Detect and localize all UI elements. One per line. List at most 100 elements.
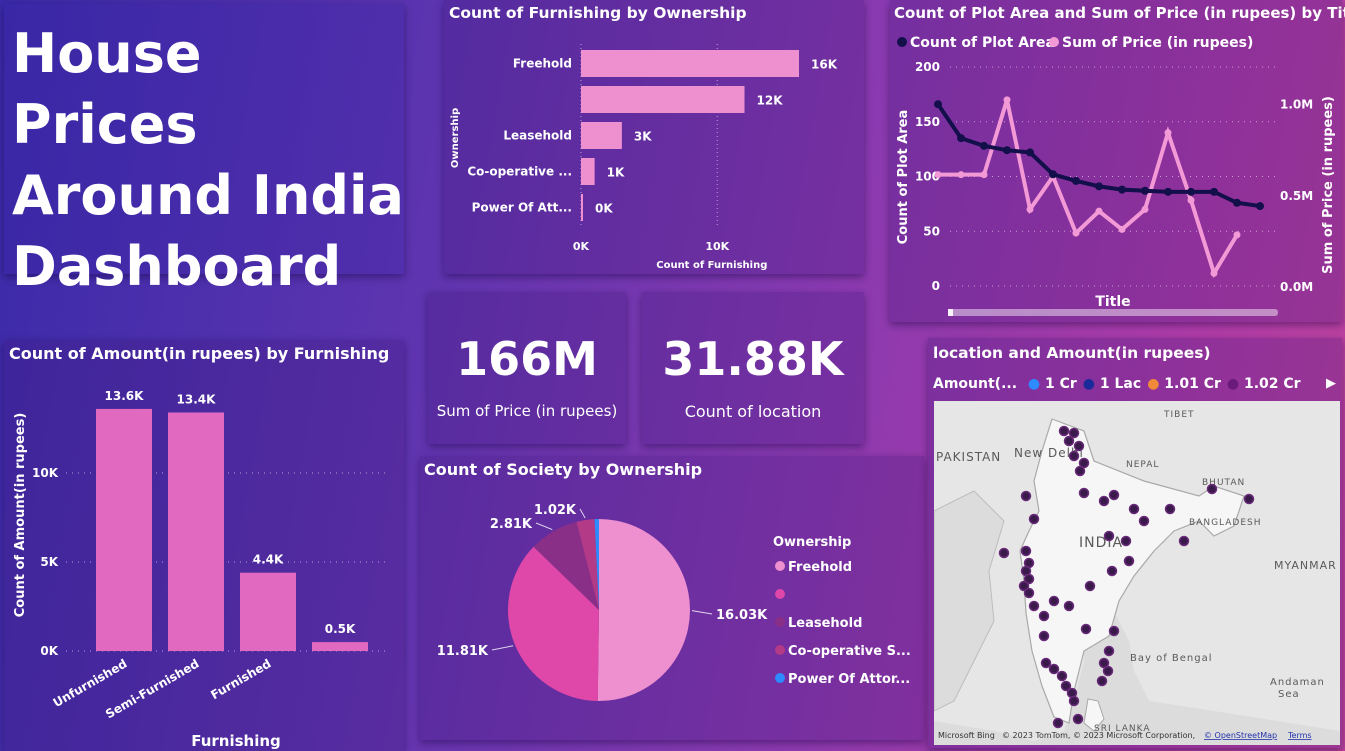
map-location-marker xyxy=(1128,503,1140,515)
map-location-marker xyxy=(1080,623,1092,635)
map-location-marker xyxy=(1023,573,1035,585)
line-right-axis-label: Sum of Price (in rupees) xyxy=(1321,96,1336,274)
price-point xyxy=(980,171,988,179)
society-by-ownership-panel[interactable]: Count of Society by Ownership 16.03K 11.8… xyxy=(420,456,924,740)
price-point xyxy=(1233,231,1241,239)
line-scrollbar xyxy=(948,309,1278,316)
line-right-tick: 1.0M xyxy=(1280,98,1313,112)
map-location-marker xyxy=(1048,595,1060,607)
map-location-marker xyxy=(1078,487,1090,499)
kpi-location-value: 31.88K xyxy=(662,332,844,386)
legend-plot-area-label: Count of Plot Area xyxy=(910,35,1055,51)
map-location-marker xyxy=(1098,657,1110,669)
hbar-x-tick: 10K xyxy=(705,240,729,253)
price-point xyxy=(1164,129,1172,137)
map-place-label: TIBET xyxy=(1163,410,1195,420)
pie-data-label: 2.81K xyxy=(490,517,533,532)
line-left-axis-label: Count of Plot Area xyxy=(896,110,911,245)
map-location-marker xyxy=(1052,717,1064,729)
price-point xyxy=(1003,96,1011,104)
map-location-marker xyxy=(1098,495,1110,507)
pie-slice xyxy=(533,521,599,610)
map-legend: Amount(... ● 1 Cr ● 1 Lac ● 1.01 Cr ● 1.02 … xyxy=(933,376,1301,392)
hbar-bar xyxy=(581,86,745,113)
line-scrollbar-handle xyxy=(948,309,953,316)
map-location-marker xyxy=(1106,565,1118,577)
plot-area-point xyxy=(1164,187,1172,196)
map-place-label: New Delhi xyxy=(1014,446,1084,460)
map-legend-item: ● 1.02 Cr xyxy=(1227,376,1301,392)
plot-area-point xyxy=(957,134,965,143)
vbar-data-label: 4.4K xyxy=(253,553,284,567)
kpi-price-card[interactable]: 166M Sum of Price (in rupees) xyxy=(428,292,626,444)
amount-by-furnishing-panel[interactable]: Count of Amount(in rupees) by Furnishing… xyxy=(4,340,404,751)
map-legend-dot-icon: ● xyxy=(1082,376,1100,392)
hbar-data-label: 16K xyxy=(811,58,838,72)
map-title: location and Amount(in rupees) xyxy=(933,344,1211,362)
hbar-data-label: 0K xyxy=(595,202,613,216)
vbar-data-label: 0.5K xyxy=(325,622,356,636)
line-left-tick: 100 xyxy=(915,170,940,184)
vbar-x-axis-label: Furnishing xyxy=(191,732,281,750)
vbar-bar xyxy=(240,572,296,651)
line-right-tick: 0.0M xyxy=(1280,280,1313,294)
hbar-bar xyxy=(581,194,583,221)
hbar-bar xyxy=(581,122,622,149)
pie-slice xyxy=(594,519,599,610)
plot-area-point xyxy=(934,100,942,109)
map-location-marker xyxy=(1108,489,1120,501)
map-location-marker xyxy=(1243,493,1255,505)
price-point xyxy=(1026,205,1034,213)
pie-slice xyxy=(576,519,599,610)
furnishing-by-ownership-chart: 0K 10K Freehold 16K 12K Leasehold 3K Co-operati… xyxy=(450,44,838,271)
pie-legend-marker xyxy=(775,561,785,571)
pie-legend-label: Freehold xyxy=(788,560,852,575)
hbar-x-axis-label: Count of Furnishing xyxy=(656,260,767,271)
india-map[interactable]: TIBET PAKISTAN New Delhi NEPAL BHUTAN BANGLAD… xyxy=(934,401,1340,745)
map-place-label: BANGLADESH xyxy=(1189,518,1262,528)
map-location-marker xyxy=(1068,450,1080,462)
map-place-label: MYANMAR xyxy=(1274,559,1337,572)
map-panel[interactable]: location and Amount(in rupees) Amount(..… xyxy=(928,338,1342,748)
title-line-1: House Prices xyxy=(12,22,202,156)
vbar-data-label: 13.6K xyxy=(105,389,145,403)
map-location-marker xyxy=(1102,665,1114,677)
map-legend-label: 1.02 Cr xyxy=(1243,376,1301,392)
map-location-marker xyxy=(1178,535,1190,547)
pie-slice xyxy=(597,519,690,701)
map-place-label: Andaman xyxy=(1270,677,1325,688)
map-attribution: © 2023 TomTom, © 2023 Microsoft Corporat… xyxy=(1002,731,1195,740)
plot-area-point xyxy=(1210,187,1218,196)
map-location-marker xyxy=(1072,713,1084,725)
plot-area-price-panel[interactable]: Count of Plot Area and Sum of Price (in … xyxy=(890,0,1345,322)
vbar-data-label: 13.4K xyxy=(177,392,217,406)
legend-price-label: Sum of Price (in rupees) xyxy=(1062,35,1253,51)
vbar-y-tick: 0K xyxy=(40,644,58,658)
hbar-data-label: 1K xyxy=(607,166,625,180)
map-legend-item: ● 1.01 Cr xyxy=(1147,376,1221,392)
plot-area-point xyxy=(980,141,988,150)
hbar-x-tick: 0K xyxy=(573,240,590,253)
map-place-label: PAKISTAN xyxy=(936,450,1001,464)
hbar-y-axis-label: Ownership xyxy=(450,108,461,168)
pie-legend-title: Ownership xyxy=(773,535,851,550)
pie-leader-line xyxy=(691,610,713,615)
map-location-marker xyxy=(1040,657,1052,669)
vbar-bar xyxy=(312,642,368,651)
pie-slice xyxy=(508,546,599,701)
sri-lanka-outline xyxy=(1083,698,1105,732)
kpi-location-card[interactable]: 31.88K Count of location xyxy=(642,292,864,444)
pie-legend-label: Power Of Attor... xyxy=(788,672,910,687)
map-location-marker xyxy=(1058,425,1070,437)
vbar-bar xyxy=(96,408,152,651)
map-legend-next-icon[interactable]: ▶ xyxy=(1326,376,1336,391)
map-legend-dot-icon: ● xyxy=(1027,376,1045,392)
pie-legend-label: Co-operative S... xyxy=(788,644,911,659)
plot-area-point xyxy=(1141,186,1149,195)
price-point xyxy=(1141,205,1149,213)
vbar-bar xyxy=(168,412,224,651)
map-legend-label: 1.01 Cr xyxy=(1164,376,1221,392)
hbar-category-label: Co-operative ... xyxy=(467,165,572,179)
furnishing-by-ownership-panel[interactable]: Count of Furnishing by Ownership 0K 10K Fr… xyxy=(444,0,864,274)
